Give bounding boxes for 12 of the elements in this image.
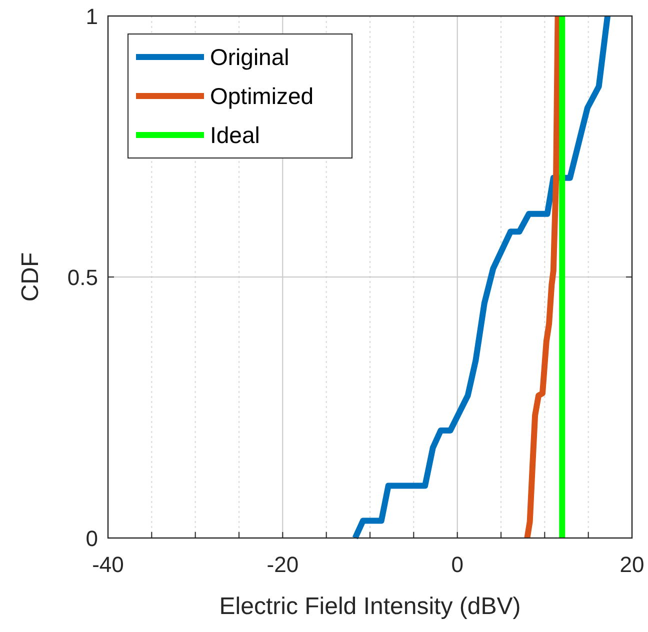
y-tick-label: 0	[86, 526, 98, 551]
x-tick-label: 0	[451, 552, 464, 577]
y-tick-label: 1	[86, 4, 98, 29]
x-axis-title: Electric Field Intensity (dBV)	[219, 593, 521, 620]
y-axis-title: CDF	[17, 252, 44, 302]
y-tick-label: 0.5	[67, 265, 98, 290]
x-tick-label: -40	[92, 552, 124, 577]
x-tick-label: -20	[266, 552, 299, 577]
legend-label: Optimized	[210, 83, 314, 109]
legend-label: Original	[210, 44, 290, 70]
x-tick-label: 20	[620, 552, 644, 577]
legend-label: Ideal	[210, 122, 260, 148]
